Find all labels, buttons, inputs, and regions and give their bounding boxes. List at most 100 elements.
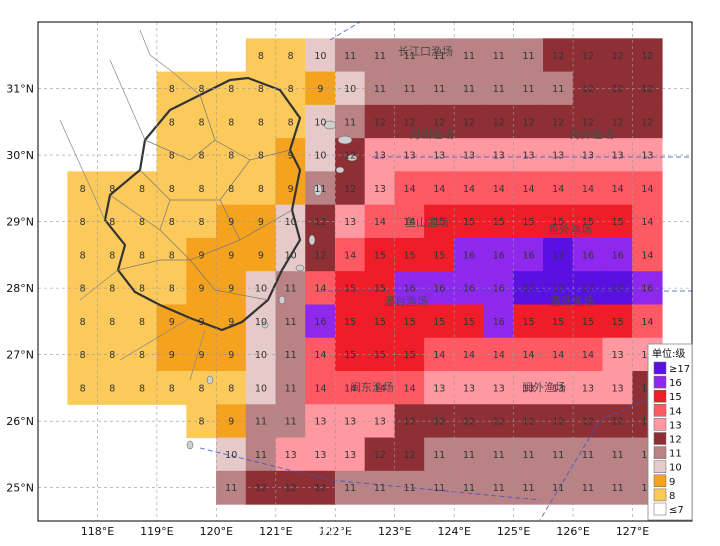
wind-cell-label: 16 <box>493 250 505 261</box>
wind-cell <box>186 104 217 139</box>
wind-cell-label: 10 <box>255 284 267 295</box>
wind-cell-label: 12 <box>522 117 534 128</box>
wind-cell-label: 11 <box>344 51 356 62</box>
wind-cell-label: 14 <box>314 284 326 295</box>
wind-cell-label: 15 <box>404 317 416 328</box>
legend-swatch <box>653 389 667 403</box>
wind-cell-label: 15 <box>374 284 386 295</box>
wind-cell <box>394 371 425 405</box>
wind-cell <box>305 437 336 472</box>
wind-cell-label: 8 <box>109 383 115 394</box>
wind-cell-label: 10 <box>314 151 326 162</box>
wind-cell-label: 11 <box>404 483 416 494</box>
wind-cell-label: 11 <box>493 51 505 62</box>
wind-cell-label: 16 <box>612 250 624 261</box>
wind-cell <box>364 304 396 339</box>
wind-cell <box>453 38 485 73</box>
wind-cell-label: 14 <box>493 350 505 361</box>
wind-cell-label: 16 <box>522 250 534 261</box>
wind-cell <box>602 437 633 472</box>
wind-cell-label: 11 <box>463 84 475 95</box>
wind-cell-label: 8 <box>288 51 294 62</box>
wind-cell <box>453 237 485 272</box>
wind-cell-label: 11 <box>433 51 445 62</box>
wind-cell-label: 12 <box>493 117 505 128</box>
legend-swatch <box>653 432 667 445</box>
wind-cell-label: 12 <box>463 117 475 128</box>
wind-cell-label: 9 <box>228 350 234 361</box>
wind-cell-label: 8 <box>139 317 145 328</box>
wind-cell-label: 11 <box>612 483 624 494</box>
wind-cell <box>602 237 633 272</box>
wind-cell-label: 12 <box>374 117 386 128</box>
fishery-label: 鱼山渔场 <box>405 215 449 229</box>
wind-cell-label: 11 <box>493 84 505 95</box>
wind-cell-label: 12 <box>314 217 326 228</box>
wind-cell <box>424 38 455 73</box>
wind-cell <box>245 38 277 73</box>
wind-cell <box>543 38 574 73</box>
wind-cell-label: 8 <box>139 383 145 394</box>
wind-cell-label: 8 <box>258 151 264 162</box>
wind-cell <box>543 237 574 272</box>
wind-cell <box>513 104 544 139</box>
wind-cell-label: 8 <box>169 284 175 295</box>
wind-cell-label: 13 <box>612 151 624 162</box>
wind-cell <box>67 371 98 405</box>
wind-cell-label: 14 <box>641 317 653 328</box>
wind-cell-label: 8 <box>80 217 86 228</box>
wind-cell-label: 14 <box>552 350 564 361</box>
latitude-labels: 31°N 30°N 29°N 28°N 27°N 26°N 25°N <box>6 83 34 495</box>
wind-cell-label: 12 <box>374 450 386 461</box>
city-boundaries <box>109 94 293 301</box>
wind-cell <box>275 437 306 472</box>
wind-cell-label: 8 <box>198 184 204 195</box>
legend-swatch <box>653 474 667 488</box>
wind-cell-label: 14 <box>641 217 653 228</box>
wind-cell-label: 8 <box>198 417 204 428</box>
wind-cell-label: 17 <box>612 284 624 295</box>
wind-cell-label: 10 <box>255 350 267 361</box>
wind-cell <box>453 437 485 472</box>
longitude-labels: 118°E 119°E 120°E 121°E 122°E 123°E 124°E 125°E… <box>81 525 650 538</box>
wind-cell-label: 15 <box>404 250 416 261</box>
wind-cell-label: 13 <box>433 151 445 162</box>
wind-cell <box>364 171 396 206</box>
wind-cell-label: 11 <box>552 483 564 494</box>
wind-cell-label: 9 <box>228 417 234 428</box>
wind-cell-label: 8 <box>198 151 204 162</box>
wind-cell-label: 14 <box>344 383 356 394</box>
wind-cell-label: 13 <box>552 151 564 162</box>
legend-label: 8 <box>669 491 675 502</box>
wind-cell-label: 11 <box>433 483 445 494</box>
wind-cell-label: 11 <box>344 483 356 494</box>
wind-cell-label: 10 <box>314 117 326 128</box>
wind-cell <box>216 171 247 206</box>
wind-cell-label: 13 <box>641 350 653 361</box>
wind-cell-label: 15 <box>493 217 505 228</box>
wind-cell <box>572 171 604 206</box>
wind-cell-label: 13 <box>433 383 445 394</box>
wind-cell <box>156 171 187 206</box>
wind-cell-label: 12 <box>641 51 653 62</box>
wind-cell <box>394 237 425 272</box>
longitude-tick-label: 123°E <box>378 525 411 538</box>
wind-cell-label: 15 <box>612 317 624 328</box>
wind-cell-label: 11 <box>374 483 386 494</box>
plot-frame <box>37 21 693 522</box>
wind-cell-label: 14 <box>314 350 326 361</box>
wind-cell-label: 11 <box>493 483 505 494</box>
wind-cell-label: 16 <box>493 284 505 295</box>
wind-cell-label: 9 <box>198 350 204 361</box>
wind-cell-label: 11 <box>433 84 445 95</box>
wind-cell-label: 14 <box>463 350 475 361</box>
wind-cell-label: 14 <box>433 350 445 361</box>
wind-cell-label: 14 <box>493 184 505 195</box>
wind-cell-label: 8 <box>228 151 234 162</box>
wind-cell-label: 10 <box>314 51 326 62</box>
wind-cell-label: 10 <box>255 383 267 394</box>
wind-cell <box>602 371 633 405</box>
wind-cell-label: 12 <box>641 117 653 128</box>
wind-cell-label: 12 <box>612 84 624 95</box>
